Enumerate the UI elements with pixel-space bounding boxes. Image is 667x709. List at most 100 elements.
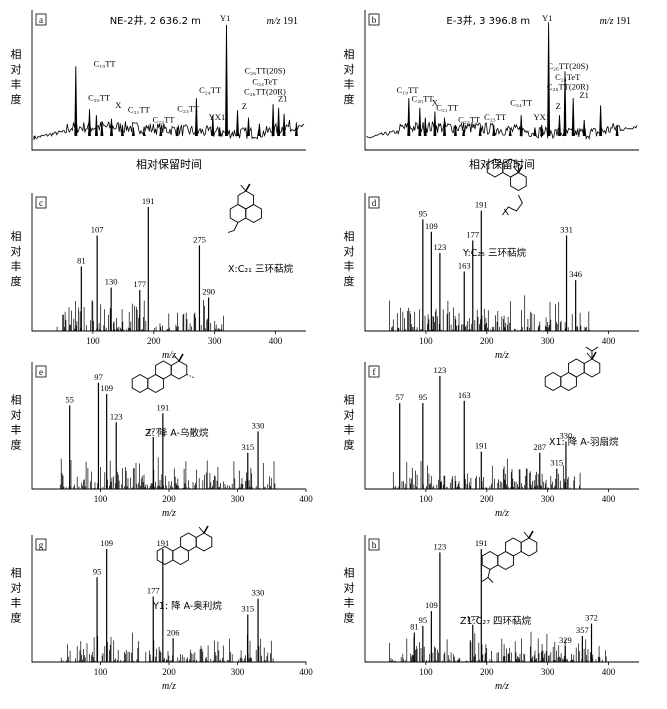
peak-label: C₂₄TT <box>510 97 533 107</box>
peak-mz-label: 123 <box>110 411 123 421</box>
peak-label-highlight: Y1 <box>220 13 230 23</box>
chromatogram-peak <box>558 115 561 137</box>
x-tick-label: 200 <box>480 336 494 346</box>
peak-mz-label: 177 <box>466 614 479 624</box>
x-tick-label: 300 <box>541 336 555 346</box>
molecular-structure-icon <box>156 525 213 566</box>
chromatogram-peak <box>277 107 281 137</box>
x-tick-label: 200 <box>162 667 176 677</box>
peak-mz-label: 330 <box>252 588 265 598</box>
y-axis-label-char: 丰 <box>344 424 355 437</box>
panel-tag-box <box>368 13 380 26</box>
panel-tag-box <box>35 196 47 209</box>
peak-mz-label: 372 <box>585 613 598 623</box>
axis-lines <box>31 193 306 332</box>
peak-mz-label: 57 <box>395 392 404 402</box>
chromatogram-peak <box>540 124 544 137</box>
y-axis-label-char: 对 <box>344 244 355 258</box>
peak-label: YX1 <box>209 112 226 122</box>
peak-mz-label: 95 <box>93 566 102 576</box>
peak-mz-label: 329 <box>559 635 572 645</box>
chromatogram-peak <box>218 127 222 137</box>
peak-mz-label: 177 <box>466 229 479 239</box>
peak-mz-label: 315 <box>241 604 254 614</box>
y-axis-label-char: 度 <box>11 274 22 288</box>
y-axis-label-char: 对 <box>11 244 22 258</box>
peak-mz-label: 275 <box>193 234 206 244</box>
compound-label: Z: 降 A-乌散烷 <box>145 427 209 439</box>
molecular-structure-icon <box>486 158 527 216</box>
molecular-structure-icon <box>227 183 262 233</box>
x-tick-label: 100 <box>419 494 433 504</box>
peak-mz-label: 81 <box>77 256 86 266</box>
peak-mz-label: 315 <box>241 442 254 452</box>
chromatogram-peak <box>547 22 551 137</box>
peak-mz-label: 206 <box>167 627 180 637</box>
x-tick-label: 300 <box>208 336 222 346</box>
axis-lines <box>364 362 639 490</box>
chromatogram-title: NE-2井, 2 636.2 m <box>110 14 201 27</box>
chromatogram-peak <box>211 115 215 137</box>
chromatogram-peak <box>225 24 228 137</box>
peak-mz-label: 109 <box>100 383 113 393</box>
y-axis-label-char: 丰 <box>11 424 22 437</box>
chromatogram-peak <box>418 107 422 137</box>
chromatogram-peak <box>462 129 466 137</box>
peak-label: C₂₀TT <box>88 93 111 103</box>
peak-mz-label: 315 <box>550 458 563 468</box>
peak-mz-label: 191 <box>475 441 488 451</box>
chromatogram-peak <box>433 111 437 137</box>
x-axis-label: m/z <box>495 350 509 361</box>
peak-label: C₂₁TT <box>128 105 151 115</box>
axis-lines <box>364 10 639 151</box>
panel-tag-box <box>368 365 380 378</box>
panel-tag-box <box>35 538 47 551</box>
chromatogram-peak <box>478 127 482 137</box>
peak-mz-label: 191 <box>475 200 488 210</box>
y-axis-label-char: 度 <box>11 438 22 452</box>
y-axis-label-char: 相 <box>11 48 22 61</box>
chromatogram-peak <box>492 124 496 137</box>
peak-label: C₂₆TT(20S) <box>547 61 588 71</box>
chromatogram-title: E-3井, 3 396.8 m <box>446 14 530 27</box>
y-axis-label-char: 度 <box>344 611 355 625</box>
y-axis-label-char: 相 <box>11 394 22 407</box>
chromatogram-peak <box>110 118 113 137</box>
x-axis-label: m/z <box>495 681 509 692</box>
chromatogram-peak <box>175 127 179 137</box>
peak-mz-label: 97 <box>94 372 103 382</box>
x-tick-label: 400 <box>299 494 313 504</box>
peak-mz-label: 123 <box>434 541 447 551</box>
x-tick-label: 400 <box>602 336 616 346</box>
peak-mz-label: 330 <box>560 431 573 441</box>
x-tick-label: 100 <box>86 336 100 346</box>
axis-lines <box>31 10 306 151</box>
compound-label: X1: 降 A-羽扇烷 <box>549 436 619 448</box>
peak-mz-label: 191 <box>475 538 488 548</box>
panel-tag: g <box>39 540 44 550</box>
peak-mz-label: 346 <box>569 269 582 279</box>
chromatogram-peak <box>423 117 427 137</box>
y-axis-label-char: 相 <box>344 230 355 243</box>
panel-tag: c <box>39 198 43 208</box>
x-axis-label: m/z <box>162 681 176 692</box>
peak-label: C₂₂TT <box>153 114 176 124</box>
peak-mz-label: 163 <box>458 260 471 270</box>
panel-tag: b <box>372 15 377 25</box>
peak-mz-label: 95 <box>419 392 428 402</box>
chromatogram-peak <box>571 98 575 137</box>
compound-label: Y1: 降 A-奥利烷 <box>152 600 222 612</box>
mz-label: m/z 191 <box>600 16 631 27</box>
y-axis-label-char: 相 <box>344 394 355 407</box>
chromatogram-peak <box>563 71 567 137</box>
y-axis-label-char: 对 <box>344 581 355 595</box>
peak-mz-label: 95 <box>419 615 428 625</box>
peak-label: C₂₆TT(20R) <box>547 82 589 92</box>
peak-label: C₂₂TT <box>458 114 481 124</box>
compound-label: X:C₂₁ 三环萜烷 <box>228 263 293 275</box>
peak-mz-label: 191 <box>156 402 169 412</box>
peak-mz-label: 331 <box>560 225 573 235</box>
x-tick-label: 200 <box>162 494 176 504</box>
compound-label: Y:C₂₅ 三环萜烷 <box>462 247 527 259</box>
peak-label: C₁₉TT <box>94 58 117 68</box>
